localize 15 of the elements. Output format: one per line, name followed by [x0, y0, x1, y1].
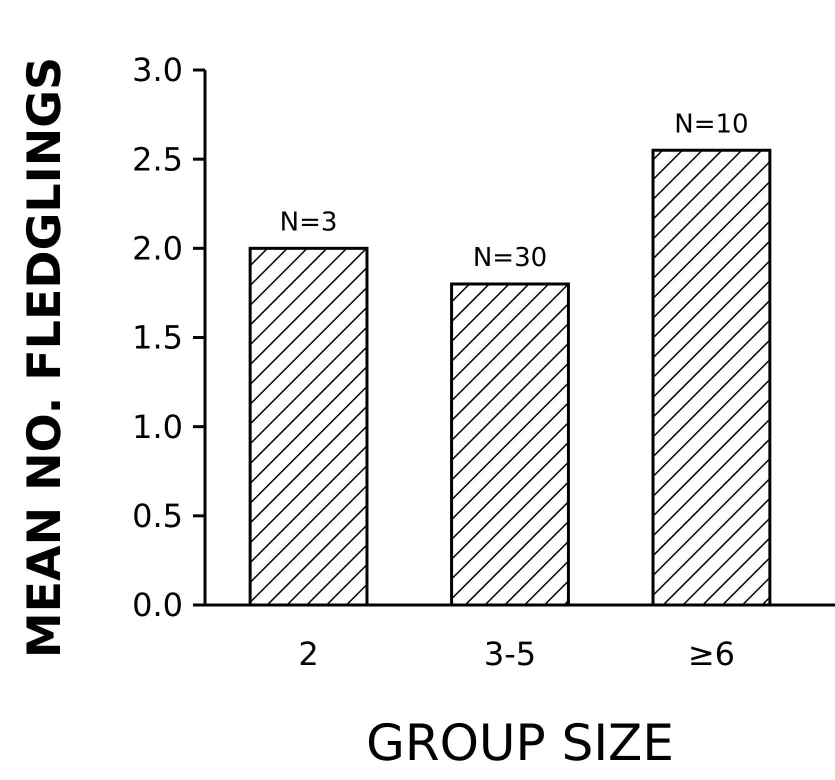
y-tick-label: 2.5 — [132, 140, 183, 178]
y-axis-title: MEAN NO. FLEDGLINGS — [17, 56, 71, 658]
y-tick-label: 1.5 — [132, 318, 183, 357]
x-tick-label: 3-5 — [484, 635, 536, 673]
annotation: N=10 — [674, 109, 749, 140]
x-axis-title: GROUP SIZE — [366, 714, 674, 772]
annotation: N=3 — [280, 207, 338, 238]
y-tick-label: 0.5 — [132, 497, 183, 536]
x-tick-label: 2 — [298, 635, 319, 673]
y-tick-label: 1.0 — [132, 408, 183, 446]
y-tick-label: 0.0 — [132, 586, 183, 624]
annotation: N=30 — [472, 243, 548, 273]
x-tick-label: ≥6 — [688, 635, 736, 673]
y-tick-label: 3.0 — [132, 51, 183, 90]
y-tick-label: 2.0 — [132, 230, 183, 268]
